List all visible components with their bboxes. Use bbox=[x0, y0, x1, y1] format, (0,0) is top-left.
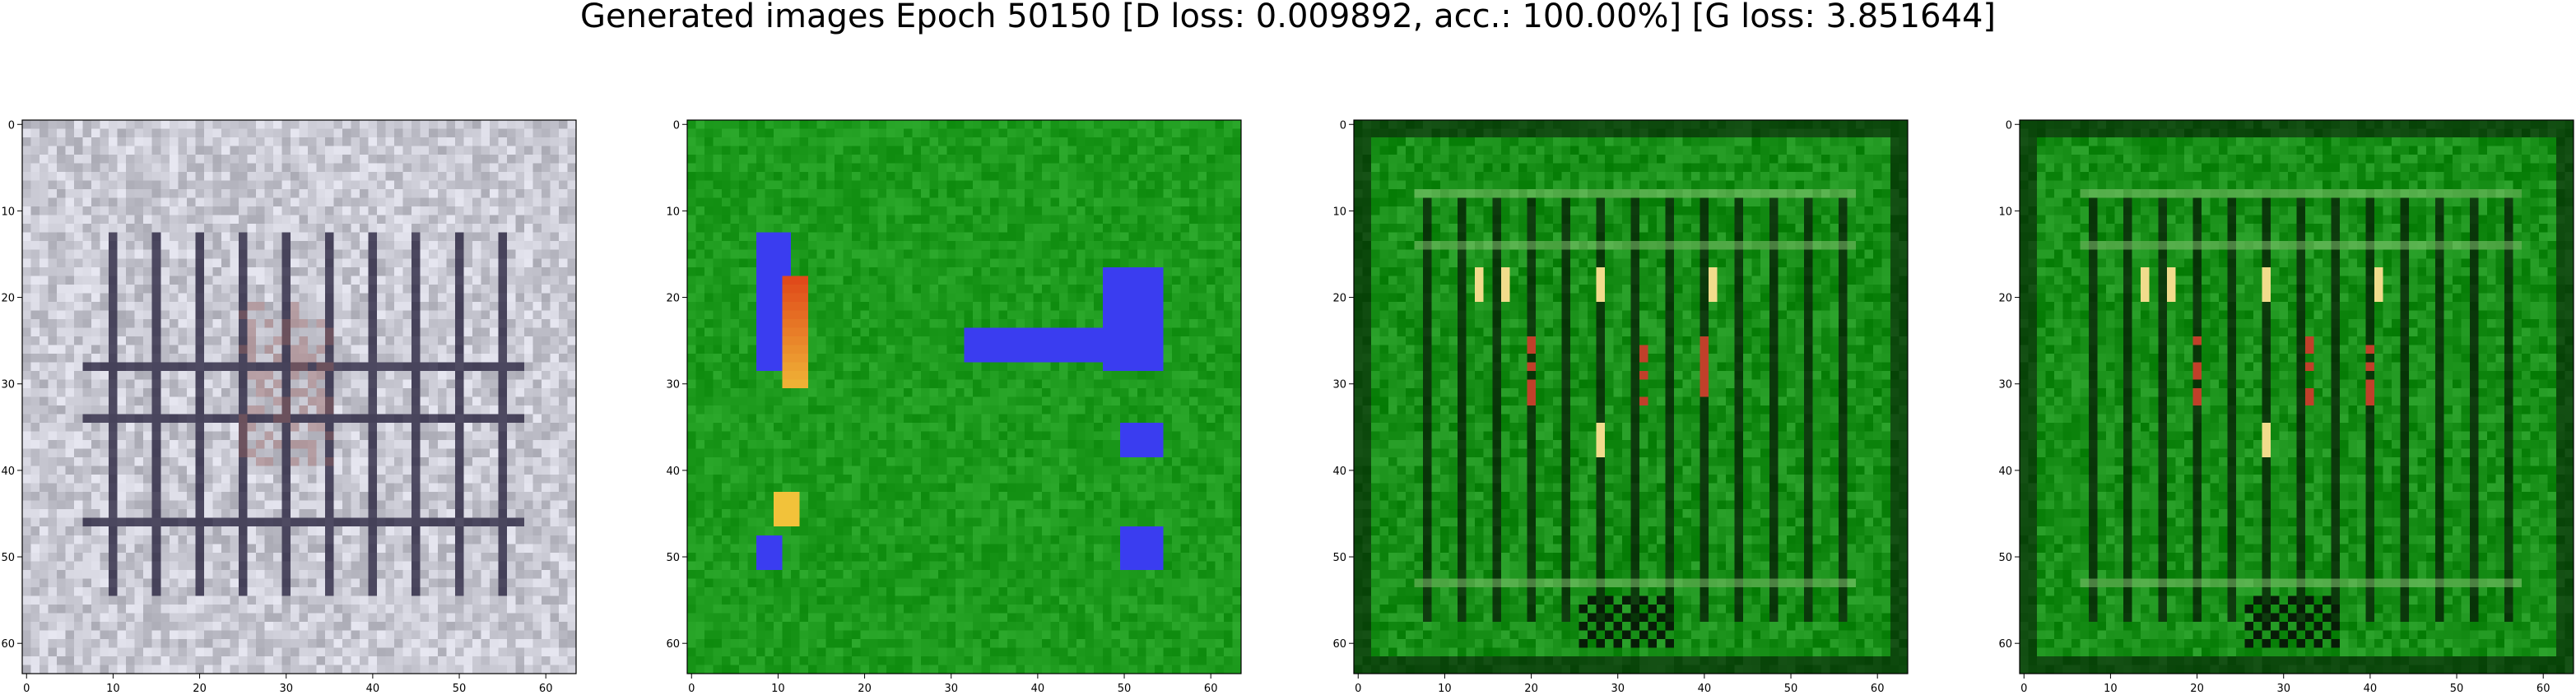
x-tick-label: 10 bbox=[2104, 683, 2118, 695]
x-tick-label: 60 bbox=[1204, 683, 1218, 695]
x-tick-label: 30 bbox=[2276, 683, 2290, 695]
x-tick-label: 40 bbox=[366, 683, 380, 695]
y-tick-label: 50 bbox=[1998, 552, 2012, 564]
figure-title: Generated images Epoch 50150 [D loss: 0.… bbox=[579, 0, 1997, 35]
x-tick-label: 0 bbox=[23, 683, 30, 695]
generated-image-4 bbox=[2020, 120, 2574, 674]
axes-frame bbox=[686, 119, 1242, 674]
x-tick-label: 20 bbox=[2190, 683, 2204, 695]
y-tick-label: 40 bbox=[1998, 466, 2012, 478]
x-tick-label: 20 bbox=[193, 683, 207, 695]
y-tick-label: 10 bbox=[666, 206, 680, 218]
x-tick-label: 0 bbox=[1355, 683, 1361, 695]
y-tick-label: 30 bbox=[1332, 379, 1346, 392]
axes-frame bbox=[1353, 119, 1909, 674]
y-tick-label: 40 bbox=[1, 466, 15, 478]
x-tick-label: 20 bbox=[1524, 683, 1538, 695]
x-tick-label: 40 bbox=[1031, 683, 1045, 695]
x-tick-label: 50 bbox=[453, 683, 467, 695]
image-panel-1: 0 10 20 30 40 50 60 0 10 20 30 40 50 60 bbox=[1, 119, 577, 695]
x-tick-label: 30 bbox=[1611, 683, 1625, 695]
axes-frame bbox=[2019, 119, 2574, 674]
axes-frame bbox=[21, 119, 577, 674]
x-tick-label: 60 bbox=[539, 683, 553, 695]
y-tick-label: 0 bbox=[1340, 119, 1346, 132]
y-tick-label: 40 bbox=[1332, 466, 1346, 478]
y-tick-label: 60 bbox=[1332, 638, 1346, 651]
x-tick-label: 30 bbox=[944, 683, 958, 695]
generated-image-2 bbox=[687, 120, 1242, 674]
x-tick-label: 0 bbox=[2020, 683, 2027, 695]
x-tick-label: 20 bbox=[858, 683, 872, 695]
x-tick-label: 10 bbox=[106, 683, 120, 695]
y-tick-label: 50 bbox=[666, 552, 680, 564]
y-tick-label: 60 bbox=[666, 638, 680, 651]
y-tick-label: 0 bbox=[673, 119, 680, 132]
y-tick-label: 0 bbox=[2006, 119, 2012, 132]
x-tick-label: 40 bbox=[1698, 683, 1712, 695]
y-tick-label: 10 bbox=[1, 206, 15, 218]
x-tick-label: 50 bbox=[1118, 683, 1132, 695]
y-tick-label: 10 bbox=[1332, 206, 1346, 218]
y-tick-label: 20 bbox=[666, 293, 680, 305]
generated-image-3 bbox=[1354, 120, 1909, 674]
y-tick-label: 0 bbox=[8, 119, 15, 132]
y-tick-label: 60 bbox=[1998, 638, 2012, 651]
y-tick-label: 50 bbox=[1332, 552, 1346, 564]
y-tick-label: 30 bbox=[666, 379, 680, 392]
image-panel-3: 0 10 20 30 40 50 60 0 10 20 30 40 50 60 bbox=[1332, 119, 1909, 695]
generated-image-1 bbox=[22, 120, 577, 674]
x-tick-label: 60 bbox=[2536, 683, 2550, 695]
y-tick-label: 20 bbox=[1332, 293, 1346, 305]
y-tick-label: 60 bbox=[1, 638, 15, 651]
y-tick-label: 50 bbox=[1, 552, 15, 564]
x-tick-label: 50 bbox=[1784, 683, 1798, 695]
x-tick-label: 0 bbox=[688, 683, 695, 695]
x-tick-label: 50 bbox=[2450, 683, 2464, 695]
x-tick-label: 10 bbox=[1438, 683, 1452, 695]
y-tick-label: 20 bbox=[1, 293, 15, 305]
image-panel-2: 0 10 20 30 40 50 60 0 10 20 30 40 50 60 bbox=[666, 119, 1242, 695]
y-tick-label: 40 bbox=[666, 466, 680, 478]
y-tick-label: 30 bbox=[1, 379, 15, 392]
image-panel-4: 0 10 20 30 40 50 60 0 10 20 30 40 50 60 bbox=[1998, 119, 2574, 695]
x-tick-label: 10 bbox=[771, 683, 785, 695]
x-tick-label: 30 bbox=[279, 683, 293, 695]
y-tick-label: 10 bbox=[1998, 206, 2012, 218]
x-tick-label: 40 bbox=[2364, 683, 2378, 695]
y-tick-label: 20 bbox=[1998, 293, 2012, 305]
y-tick-label: 30 bbox=[1998, 379, 2012, 392]
x-tick-label: 60 bbox=[1871, 683, 1885, 695]
